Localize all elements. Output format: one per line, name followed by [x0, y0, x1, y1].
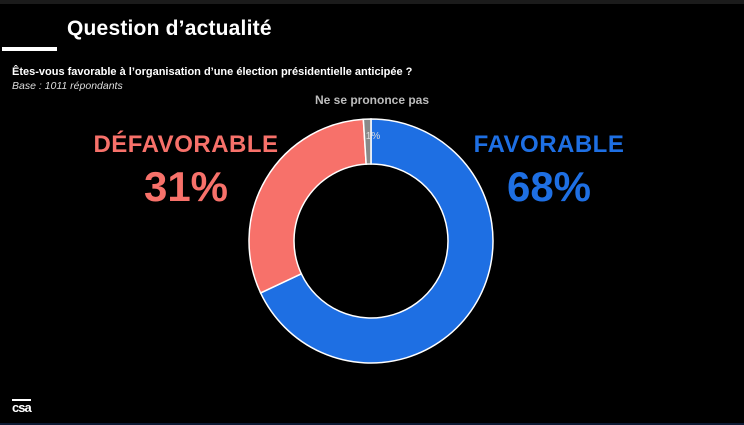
favorable-name: FAVORABLE [473, 131, 625, 158]
page-title: Question d’actualité [67, 17, 272, 40]
chart-question: Êtes-vous favorable à l’organisation d’u… [12, 66, 413, 78]
donut-slice-ne-se-prononce-pas [362, 118, 372, 165]
no-opinion-data-label: 1% [366, 131, 381, 142]
label-defavorable: DÉFAVORABLE 31% [66, 131, 306, 211]
defavorable-name: DÉFAVORABLE [93, 131, 279, 158]
favorable-percent: 68% [506, 163, 592, 210]
defavorable-percent: 31% [143, 163, 229, 210]
donut-slice-favorable [259, 118, 494, 364]
csa-logo: csa [12, 399, 32, 415]
window-bottom-border [0, 423, 744, 425]
title-accent-bar [2, 47, 57, 51]
chart-base: Base : 1011 répondants [12, 80, 123, 92]
label-no-opinion: Ne se prononce pas [314, 93, 430, 107]
label-favorable: FAVORABLE 68% [429, 131, 669, 211]
window-top-border [0, 0, 744, 4]
donut-slice-d-favorable [248, 118, 367, 294]
